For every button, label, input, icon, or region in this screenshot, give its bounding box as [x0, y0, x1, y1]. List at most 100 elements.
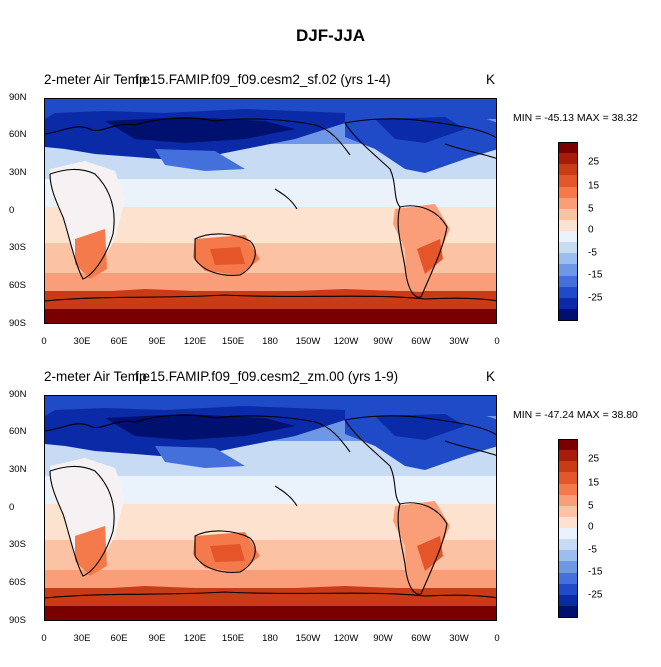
lat-tick-label: 30S [9, 539, 26, 550]
colorbar-swatch [558, 208, 578, 221]
lat-tick-label: 60N [9, 426, 27, 437]
colorbar-label: -15 [588, 566, 603, 578]
colorbar-swatch [558, 605, 578, 618]
temperature-difference-map [44, 98, 497, 324]
lon-tick-label: 150E [221, 633, 245, 644]
colorbar-label: -15 [588, 269, 603, 281]
colorbar-label: 25 [588, 453, 600, 465]
colorbar-label: -25 [588, 589, 603, 601]
lat-tick-label: 30S [9, 242, 26, 253]
colorbar-swatch [558, 472, 578, 484]
lon-tick-label: 120W [333, 336, 359, 347]
colorbar-swatch [558, 550, 578, 562]
lon-tick-label: 0 [494, 336, 500, 347]
lon-tick-label: 90W [373, 633, 393, 644]
lon-tick-label: 180 [262, 336, 278, 347]
colorbar-label: 15 [588, 477, 600, 489]
panel-case-title: f.e15.FAMIP.f09_f09.cesm2_sf.02 (yrs 1-4… [135, 72, 391, 87]
colorbar-swatch [558, 286, 578, 299]
colorbar-swatch [558, 142, 578, 154]
lon-tick-label: 120E [183, 336, 207, 347]
colorbar-swatch [558, 594, 578, 607]
colorbar-swatch [558, 483, 578, 496]
colorbar-label: -5 [588, 247, 597, 259]
colorbar-swatch [558, 505, 578, 518]
lon-tick-label: 30E [73, 336, 91, 347]
lon-tick-label: 150W [295, 336, 321, 347]
lon-tick-label: 90E [148, 336, 166, 347]
lon-tick-label: 30W [449, 336, 469, 347]
colorbar-swatch [558, 516, 578, 529]
colorbar-label: 5 [588, 500, 594, 512]
lon-tick-label: 60E [110, 336, 128, 347]
lon-tick-label: 0 [41, 336, 47, 347]
colorbar-swatch [558, 264, 578, 276]
lat-tick-label: 90N [9, 389, 27, 400]
min-max-label: MIN = -45.13 MAX = 38.32 [513, 112, 638, 124]
units-label: K [486, 72, 496, 87]
lon-tick-label: 60W [411, 633, 431, 644]
map-panel-1: 2-meter Air Temp f.e15.FAMIP.f09_f09.ces… [0, 70, 661, 370]
lat-tick-label: 90S [9, 615, 26, 626]
lon-tick-label: 0 [41, 633, 47, 644]
lon-tick-label: 180 [262, 633, 278, 644]
lat-tick-label: 0 [9, 205, 15, 216]
colorbar-swatch [558, 242, 578, 254]
lon-tick-label: 30W [449, 633, 469, 644]
colorbar-swatch [558, 175, 578, 187]
colorbar-swatch [558, 186, 578, 199]
lon-tick-label: 120W [333, 633, 359, 644]
colorbar-swatch [558, 219, 578, 232]
colorbar-swatch [558, 164, 578, 176]
units-label: K [486, 369, 496, 384]
colorbar-swatch [558, 153, 578, 165]
colorbar-swatch [558, 197, 578, 210]
colorbar-swatch [558, 275, 578, 288]
colorbar-swatch [558, 297, 578, 310]
colorbar-swatch [558, 308, 578, 321]
colorbar-label: 0 [588, 521, 594, 533]
colorbar-swatch [558, 528, 578, 540]
colorbar-swatch [558, 572, 578, 585]
colorbar-label: -25 [588, 292, 603, 304]
colorbar-swatch [558, 561, 578, 573]
colorbar-label: 0 [588, 224, 594, 236]
lat-tick-label: 90N [9, 92, 27, 103]
colorbar [558, 439, 578, 618]
colorbar-swatch [558, 583, 578, 596]
lat-tick-label: 60N [9, 129, 27, 140]
colorbar-label: -5 [588, 544, 597, 556]
colorbar-label: 25 [588, 156, 600, 168]
colorbar-swatch [558, 539, 578, 551]
lon-tick-label: 60W [411, 336, 431, 347]
colorbar-swatch [558, 253, 578, 265]
min-max-label: MIN = -47.24 MAX = 38.80 [513, 409, 638, 421]
lat-tick-label: 90S [9, 318, 26, 329]
panel-case-title: f.e15.FAMIP.f09_f09.cesm2_zm.00 (yrs 1-9… [135, 369, 399, 384]
colorbar-swatch [558, 450, 578, 462]
map-panel-2: 2-meter Air Temp f.e15.FAMIP.f09_f09.ces… [0, 367, 661, 667]
lat-tick-label: 30N [9, 464, 27, 475]
panel-variable-title: 2-meter Air Temp [44, 369, 147, 384]
lon-tick-label: 150E [221, 336, 245, 347]
colorbar-label: 5 [588, 203, 594, 215]
lon-tick-label: 150W [295, 633, 321, 644]
lon-tick-label: 60E [110, 633, 128, 644]
lat-tick-label: 30N [9, 167, 27, 178]
colorbar-swatch [558, 231, 578, 243]
colorbar [558, 142, 578, 321]
colorbar-swatch [558, 461, 578, 473]
lon-tick-label: 90W [373, 336, 393, 347]
colorbar-label: 15 [588, 180, 600, 192]
panel-variable-title: 2-meter Air Temp [44, 72, 147, 87]
temperature-difference-map [44, 395, 497, 621]
figure-title: DJF-JJA [296, 26, 365, 45]
lon-tick-label: 0 [494, 633, 500, 644]
colorbar-swatch [558, 494, 578, 507]
lon-tick-label: 120E [183, 633, 207, 644]
lat-tick-label: 60S [9, 577, 26, 588]
lon-tick-label: 90E [148, 633, 166, 644]
lat-tick-label: 0 [9, 502, 15, 513]
lon-tick-label: 30E [73, 633, 91, 644]
lat-tick-label: 60S [9, 280, 26, 291]
